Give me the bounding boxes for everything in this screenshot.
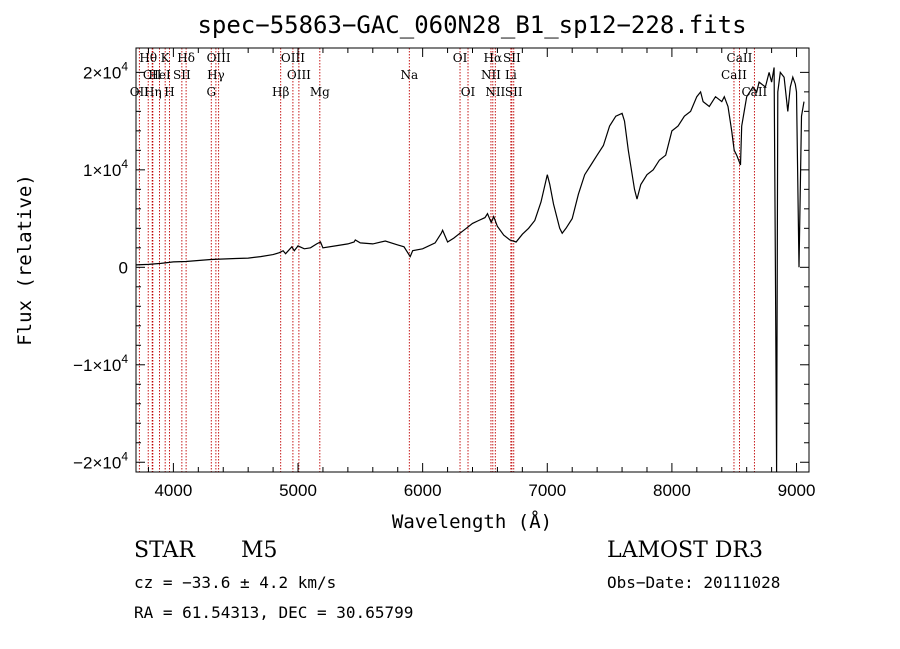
y-axis-label: Flux (relative) [14, 174, 36, 346]
line-marker-label-22: SII [503, 51, 521, 65]
line-marker-label-5: HeI [148, 68, 171, 82]
line-marker-label-19: Hα [484, 51, 503, 65]
line-marker-label-0: Hθ [139, 51, 157, 65]
x-tick-label-2: 6000 [404, 481, 442, 500]
x-axis-label: Wavelength (Å) [392, 510, 552, 533]
line-marker-label-21: NII [485, 85, 505, 99]
x-axis-ticks: 4000 5000 6000 7000 8000 9000 [147, 48, 816, 500]
line-marker-label-25: CaII [727, 51, 753, 65]
line-marker-label-23: Li [505, 68, 517, 82]
chart-title: spec−55863−GAC_060N28_B1_sp12−228.fits [197, 11, 746, 39]
line-marker-label-3: Hη [144, 85, 162, 99]
object-class: STAR [134, 538, 195, 563]
x-tick-label-5: 9000 [778, 481, 816, 500]
x-tick-label-1: 5000 [279, 481, 317, 500]
plot-frame [135, 47, 810, 473]
line-marker-label-7: Hδ [177, 51, 195, 65]
redshift-velocity: cz = −33.6 ± 4.2 km/s [134, 573, 337, 592]
line-marker-label-10: Hγ [207, 68, 225, 82]
observation-date: Obs−Date: 20111028 [607, 573, 781, 592]
x-tick-label-3: 7000 [528, 481, 566, 500]
line-marker-label-18: OI [461, 85, 476, 99]
line-marker-label-17: OI [453, 51, 468, 65]
survey-name: LAMOST DR3 [607, 538, 763, 563]
y-tick-label-4: −2×104 [73, 449, 128, 472]
line-marker-label-26: CaII [721, 68, 747, 82]
line-marker-label-24: SII [505, 85, 523, 99]
x-tick-label-4: 8000 [653, 481, 691, 500]
line-marker-label-13: OIII [287, 68, 311, 82]
line-marker-label-11: G [206, 85, 216, 99]
line-marker-label-8: SII [173, 68, 191, 82]
line-marker-label-14: Hβ [272, 85, 289, 99]
line-marker-label-16: Na [400, 68, 418, 82]
line-marker-label-6: H [164, 85, 174, 99]
line-marker-label-4: K [161, 51, 171, 65]
y-tick-label-3: −1×104 [73, 352, 128, 375]
line-marker-label-1: CII [143, 68, 162, 82]
y-tick-label-0: 2×104 [83, 59, 128, 82]
object-subclass: M5 [241, 538, 278, 563]
x-tick-label-0: 4000 [154, 481, 192, 500]
y-tick-label-1: 1×104 [83, 157, 128, 180]
line-marker-label-20: NII [481, 68, 501, 82]
emission-line-markers [138, 48, 755, 472]
line-marker-label-15: Mg [310, 85, 330, 99]
line-marker-label-9: OIII [207, 51, 231, 65]
y-tick-label-2: 0 [119, 258, 128, 277]
line-marker-label-27: CaII [741, 85, 767, 99]
line-marker-label-12: OIII [281, 51, 305, 65]
coordinates: RA = 61.54313, DEC = 30.65799 [134, 603, 414, 622]
y-axis-ticks: 2×104 1×104 0 −1×104 −2×104 [73, 59, 809, 472]
spectrum-line [135, 67, 805, 473]
